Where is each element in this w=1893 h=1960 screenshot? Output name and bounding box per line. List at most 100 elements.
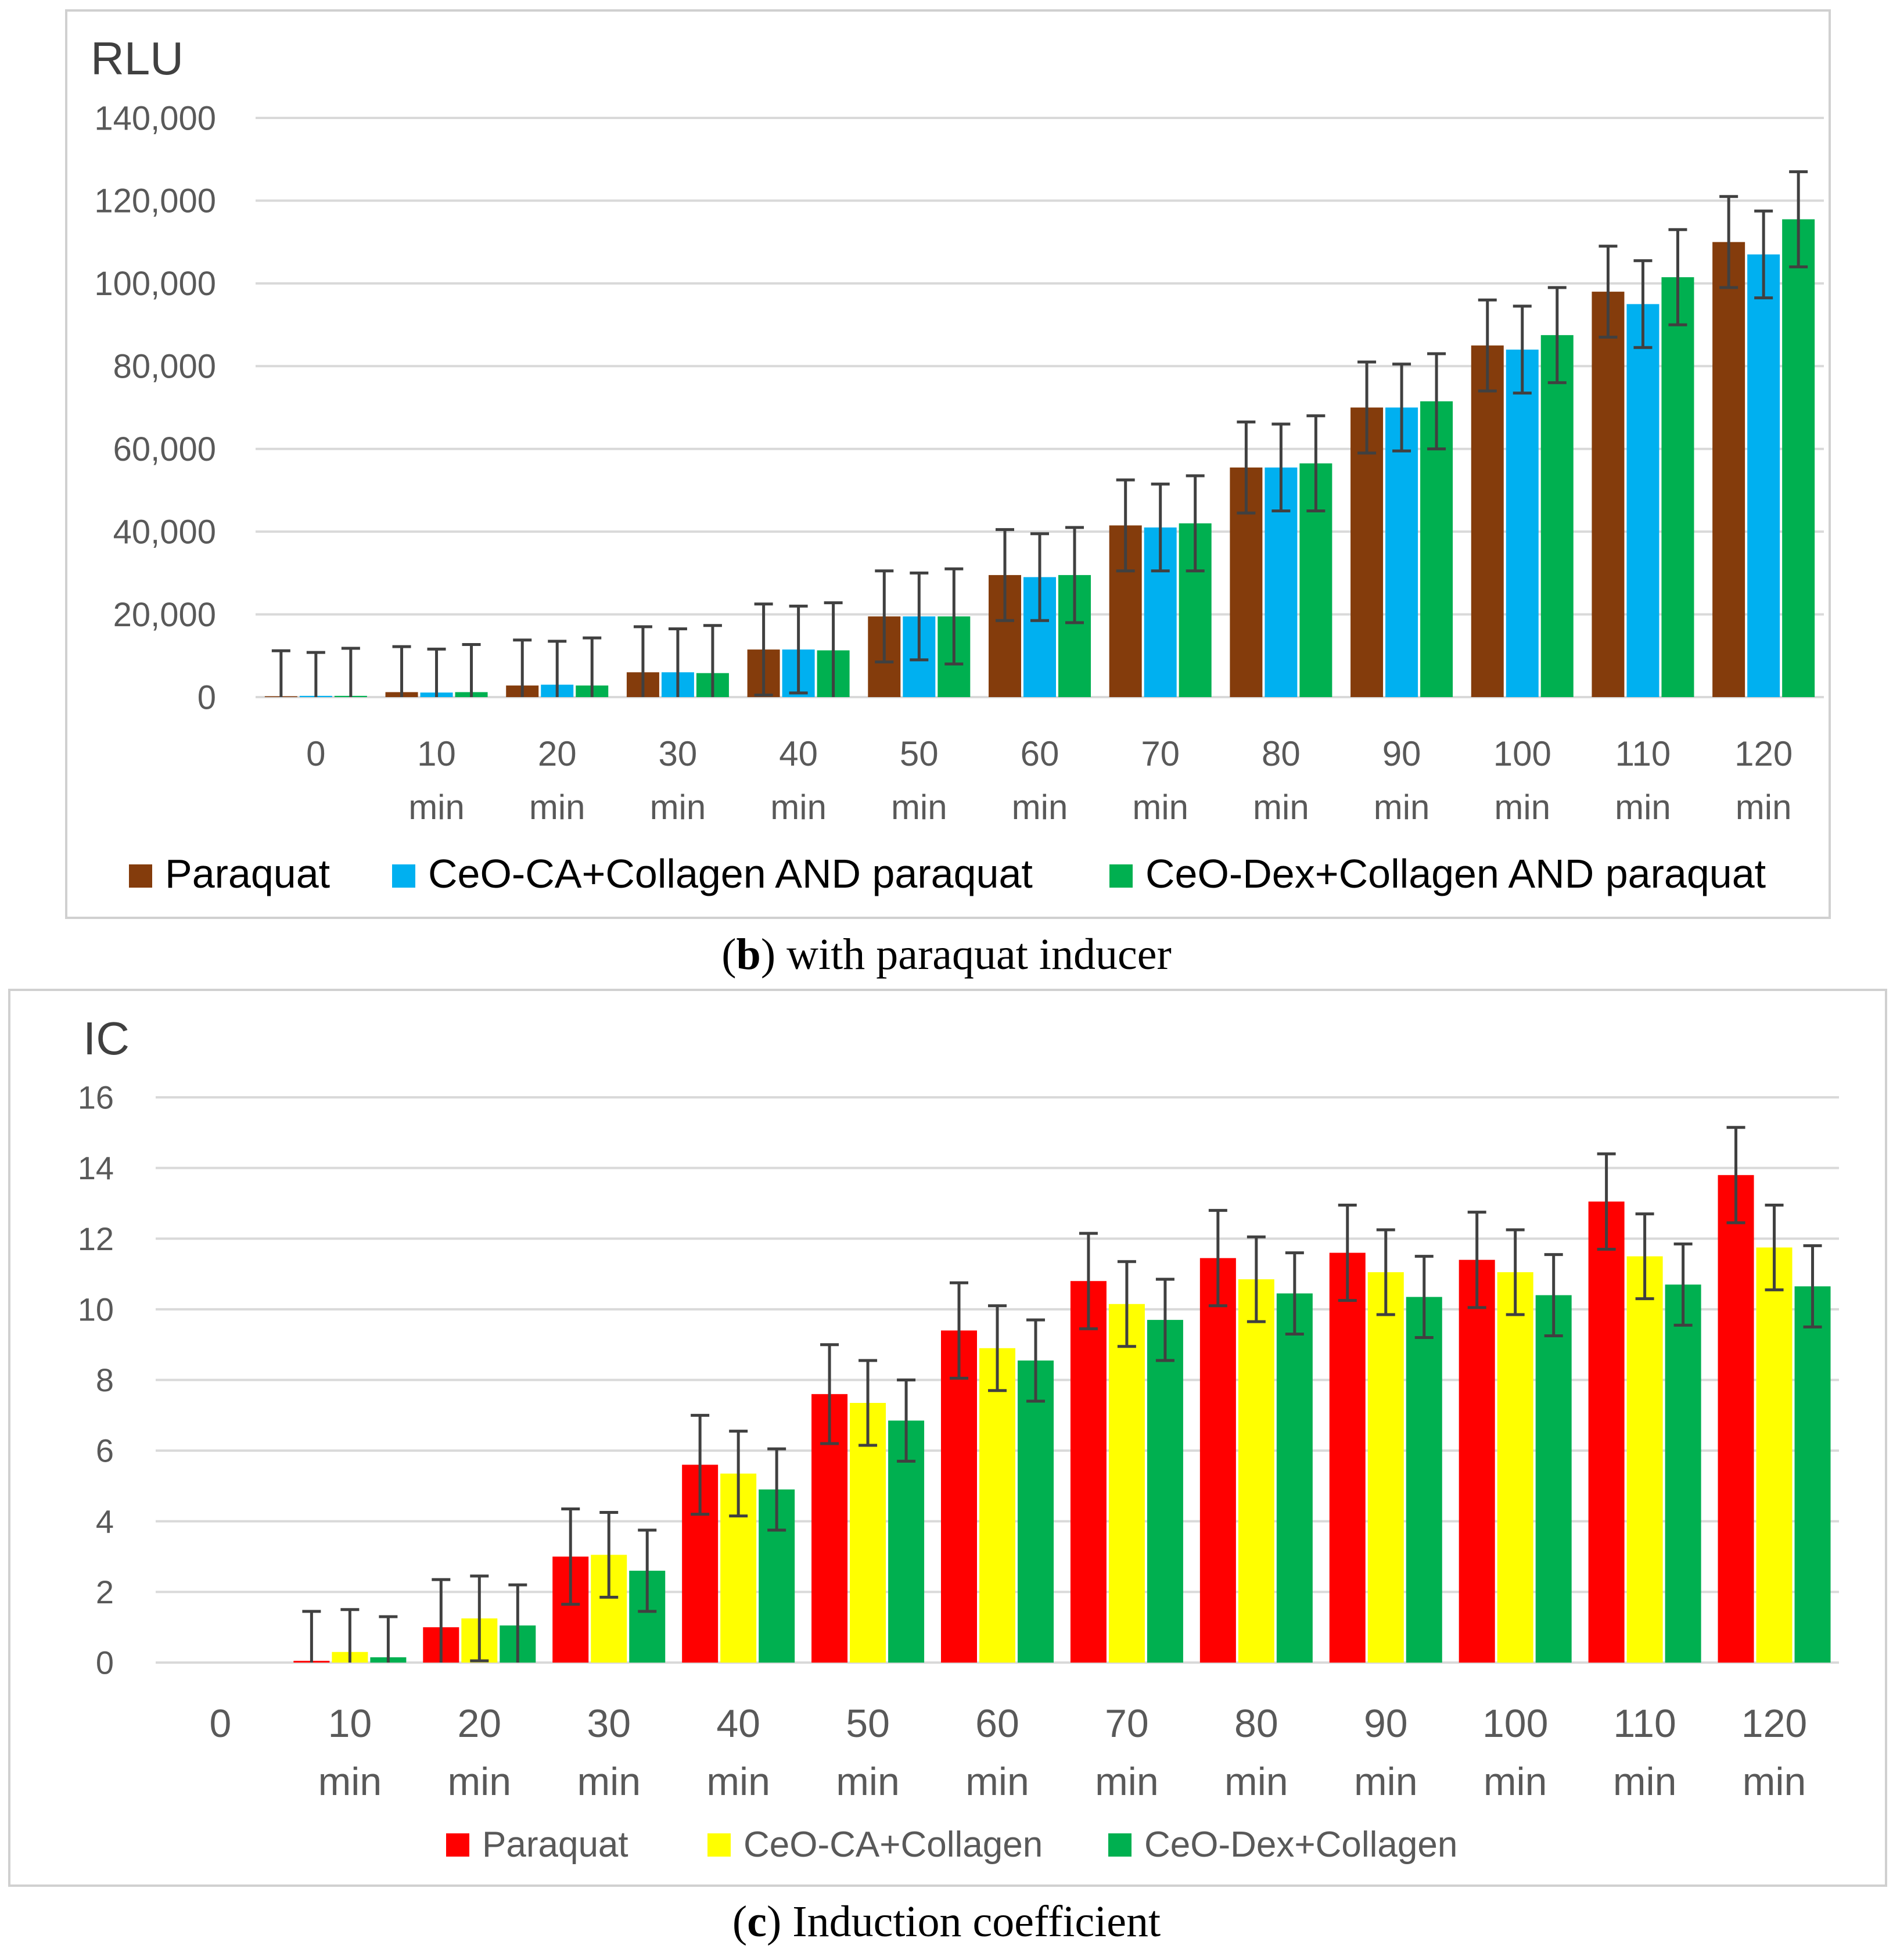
chart-b-bar (1712, 242, 1745, 698)
chart-c-bar (1588, 1201, 1625, 1663)
chart-b-xtick-label: 110 (1615, 734, 1671, 773)
chart-b-xtick-label: min (770, 788, 827, 827)
chart-c-xtick-label: 0 (210, 1701, 232, 1746)
chart-c-xtick-label: min (1613, 1760, 1677, 1804)
chart-b-bar (1782, 219, 1815, 698)
chart-c-bar (1406, 1297, 1442, 1663)
chart-c-bar (1147, 1320, 1183, 1663)
chart-c-legend-label: CeO-CA+Collagen (743, 1825, 1043, 1865)
chart-c-bar (1070, 1281, 1107, 1663)
chart-c-legend-swatch (446, 1833, 469, 1857)
chart-c-ytick-label: 10 (78, 1291, 114, 1327)
chart-b-ytick-label: 60,000 (113, 430, 216, 468)
chart-c-xtick-label: 110 (1613, 1701, 1676, 1746)
caption-c-letter: c (747, 1897, 767, 1946)
chart-c-bar (979, 1348, 1015, 1663)
chart-c-ytick-label: 0 (96, 1645, 114, 1681)
chart-c-ylabel: IC (83, 1013, 130, 1064)
chart-c-bar (591, 1555, 627, 1663)
chart-c-bar (461, 1618, 498, 1663)
chart-c-bar (720, 1473, 757, 1663)
chart-b-bar (1385, 407, 1418, 697)
caption-b-text: ) with paraquat inducer (760, 930, 1172, 979)
chart-b-xtick-label: min (1253, 788, 1309, 827)
chart-c-xtick-label: 10 (328, 1701, 372, 1746)
chart-b-ytick-label: 140,000 (94, 99, 216, 137)
chart-c-bar (1459, 1259, 1495, 1663)
chart-b-legend-label: CeO-Dex+Collagen AND paraquat (1145, 851, 1766, 896)
chart-c-bar (500, 1625, 536, 1663)
chart-c-xtick-label: 100 (1482, 1701, 1548, 1746)
chart-c-xtick-label: min (318, 1760, 382, 1804)
chart-c-bar (1199, 1258, 1236, 1663)
chart-c-xtick-label: 80 (1234, 1701, 1278, 1746)
chart-c-legend-swatch (707, 1833, 731, 1857)
chart-c-bar (888, 1420, 925, 1663)
chart-c-xtick-label: min (1483, 1760, 1547, 1804)
chart-c-bar (811, 1394, 848, 1663)
chart-b-ytick-label: 120,000 (94, 182, 216, 220)
chart-b-xtick-label: min (1615, 788, 1671, 827)
chart-b-ytick-label: 40,000 (113, 513, 216, 551)
chart-b-xtick-label: min (1494, 788, 1550, 827)
chart-b-xtick-label: min (529, 788, 585, 827)
chart-b-xtick-label: min (650, 788, 706, 827)
chart-c-bar (552, 1556, 589, 1663)
chart-b-xtick-label: 50 (900, 734, 939, 773)
chart-c-ytick-label: 6 (96, 1433, 114, 1469)
chart-b-bar (1592, 292, 1625, 698)
chart-c-bar (1497, 1272, 1533, 1663)
chart-c-bar (1276, 1293, 1313, 1663)
chart-b-bar (1350, 407, 1384, 697)
chart-c-bar (1108, 1304, 1145, 1663)
chart-c-bar (1018, 1360, 1054, 1663)
chart-b-legend-swatch (1109, 864, 1133, 888)
chart-b-xtick-label: 60 (1021, 734, 1059, 773)
chart-b-xtick-label: min (1132, 788, 1188, 827)
chart-c-xtick-label: 40 (716, 1701, 760, 1746)
chart-b-legend-label: Paraquat (165, 851, 330, 896)
chart-c-bar (1794, 1286, 1831, 1663)
chart-b-xtick-label: 40 (779, 734, 818, 773)
caption-c: (c) Induction coefficient (732, 1897, 1161, 1946)
chart-c-xtick-label: min (836, 1760, 900, 1804)
chart-c-xtick-label: min (577, 1760, 641, 1804)
chart-b-xtick-label: 10 (417, 734, 456, 773)
chart-c-xtick-label: min (965, 1760, 1029, 1804)
chart-c-bar (759, 1489, 795, 1663)
chart-b-ytick-label: 0 (197, 679, 216, 716)
chart-b-xtick-label: 90 (1382, 734, 1421, 773)
chart-b-xtick-label: min (408, 788, 465, 827)
chart-b-ytick-label: 100,000 (94, 265, 216, 303)
chart-b-ylabel: RLU (91, 33, 184, 84)
chart-c-xtick-label: 70 (1105, 1701, 1149, 1746)
chart-b-bar (1420, 401, 1453, 697)
chart-c-frame (8, 989, 1887, 1887)
chart-b-xtick-label: 120 (1734, 734, 1793, 773)
chart-b-xtick-label: min (891, 788, 947, 827)
chart-b-xtick-label: 20 (538, 734, 577, 773)
chart-b-bar (1661, 277, 1694, 697)
chart-c-ytick-label: 4 (96, 1503, 114, 1539)
chart-b-legend-swatch (392, 864, 415, 888)
chart-b-xtick-label: min (1012, 788, 1068, 827)
chart-c-legend-label: CeO-Dex+Collagen (1144, 1825, 1457, 1865)
chart-b-bar (1471, 345, 1504, 697)
chart-b-legend-label: CeO-CA+Collagen AND paraquat (428, 851, 1033, 896)
chart-c-xtick-label: min (706, 1760, 770, 1804)
chart-c-legend-label: Paraquat (482, 1825, 628, 1865)
chart-b-xtick-label: 0 (306, 734, 325, 773)
chart-c-bar (941, 1330, 977, 1663)
chart-c-xtick-label: 20 (457, 1701, 501, 1746)
chart-b-ytick-label: 20,000 (113, 596, 216, 634)
chart-c-xtick-label: min (1354, 1760, 1418, 1804)
chart-b-legend-swatch (129, 864, 152, 888)
chart-c-bar (1756, 1247, 1793, 1663)
chart-b-ytick-label: 80,000 (113, 348, 216, 386)
chart-c-xtick-label: 90 (1364, 1701, 1408, 1746)
chart-c-xtick-label: min (448, 1760, 512, 1804)
chart-c-xtick-label: 120 (1741, 1701, 1807, 1746)
chart-c-ytick-label: 14 (78, 1150, 114, 1186)
chart-c-xtick-label: min (1743, 1760, 1806, 1804)
chart-b-xtick-label: min (1374, 788, 1430, 827)
